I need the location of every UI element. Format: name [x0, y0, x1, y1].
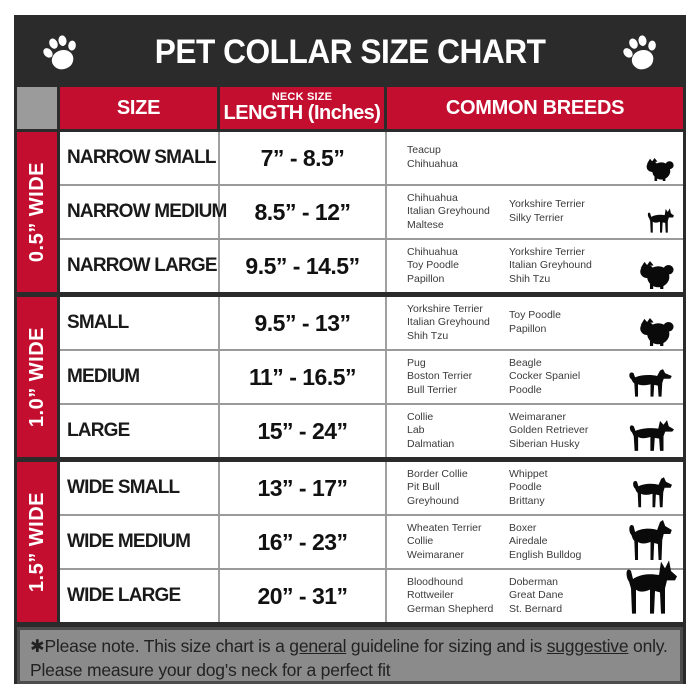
title-bar: PET COLLAR SIZE CHART	[17, 18, 683, 87]
length-cell: 9.5” - 14.5”	[220, 240, 387, 292]
size-chart: PET COLLAR SIZE CHART SIZE NECK SIZE LEN…	[14, 15, 686, 684]
size-cell: NARROW SMALL	[60, 132, 220, 184]
header-size: SIZE	[60, 87, 217, 129]
table-row: WIDE LARGE 20” - 31” Bloodhound Rottweil…	[60, 568, 683, 622]
table-row: LARGE 15” - 24” Collie Lab Dalmatian Wei…	[60, 403, 683, 457]
length-cell: 8.5” - 12”	[220, 186, 387, 238]
breeds-column-2: Yorkshire Terrier Silky Terrier	[509, 198, 585, 224]
breeds-column-1: Border Collie Pit Bull Greyhound	[407, 467, 468, 507]
width-group-05: 0.5” WIDE NARROW SMALL 7” - 8.5” Teacup …	[17, 132, 683, 292]
length-cell: 16” - 23”	[220, 516, 387, 568]
dog-icon	[637, 318, 674, 346]
size-cell: NARROW LARGE	[60, 240, 220, 292]
length-cell: 11” - 16.5”	[220, 351, 387, 403]
breeds-column-1: Bloodhound Rottweiler German Shepherd	[407, 575, 494, 615]
footer-underline-suggestive: suggestive	[546, 636, 629, 656]
breeds-column-1: Yorkshire Terrier Italian Greyhound Shih…	[407, 302, 490, 342]
breeds-cell: Chihuahua Italian Greyhound Maltese York…	[387, 186, 683, 238]
dog-icon	[637, 261, 674, 289]
length-cell: 9.5” - 13”	[220, 297, 387, 349]
header-length: NECK SIZE LENGTH (Inches)	[220, 87, 384, 129]
table-row: WIDE MEDIUM 16” - 23” Wheaten Terrier Co…	[60, 514, 683, 568]
dog-icon	[625, 417, 674, 454]
footer-note-suffix: only.	[628, 636, 668, 656]
breeds-column-1: Wheaten Terrier Collie Weimaraner	[407, 521, 482, 561]
breeds-column-2: Yorkshire Terrier Italian Greyhound Shih…	[509, 245, 592, 285]
breeds-column-1: Teacup Chihuahua	[407, 144, 458, 170]
page-title: PET COLLAR SIZE CHART	[154, 33, 546, 71]
breeds-column-1: Chihuahua Toy Poodle Papillon	[407, 245, 459, 285]
table-row: NARROW LARGE 9.5” - 14.5” Chihuahua Toy …	[60, 238, 683, 292]
breeds-column-1: Collie Lab Dalmatian	[407, 410, 455, 450]
width-label-bar: 1.5” WIDE	[17, 462, 57, 622]
size-cell: MEDIUM	[60, 351, 220, 403]
size-cell: WIDE LARGE	[60, 570, 220, 622]
table-row: MEDIUM 11” - 16.5” Pug Boston Terrier Bu…	[60, 349, 683, 403]
size-cell: LARGE	[60, 405, 220, 457]
breeds-cell: Pug Boston Terrier Bull Terrier Beagle C…	[387, 351, 683, 403]
breeds-column-2: Toy Poodle Papillon	[509, 309, 561, 335]
breeds-column-1: Pug Boston Terrier Bull Terrier	[407, 356, 473, 396]
breeds-column-2: Doberman Great Dane St. Bernard	[509, 575, 564, 615]
length-cell: 13” - 17”	[220, 462, 387, 514]
footer-underline-general: general	[289, 636, 347, 656]
footer-note: ✱Please note. This size chart is a gener…	[17, 627, 683, 684]
breeds-cell: Bloodhound Rottweiler German Shepherd Do…	[387, 570, 683, 622]
width-label-bar: 1.0” WIDE	[17, 297, 57, 457]
width-group-15: 1.5” WIDE WIDE SMALL 13” - 17” Border Co…	[17, 462, 683, 622]
dog-icon	[621, 555, 677, 619]
header-common-breeds: COMMON BREEDS	[387, 87, 683, 129]
breeds-cell: Teacup Chihuahua	[387, 132, 683, 184]
footer-note-line2: Please measure your dog's neck for a per…	[30, 659, 391, 680]
length-cell: 15” - 24”	[220, 405, 387, 457]
footer-note-prefix: ✱Please note. This size chart is a	[30, 636, 290, 656]
dog-icon	[627, 367, 674, 400]
breeds-column-1: Chihuahua Italian Greyhound Maltese	[407, 191, 490, 231]
length-cell: 20” - 31”	[220, 570, 387, 622]
table-row: WIDE SMALL 13” - 17” Border Collie Pit B…	[60, 462, 683, 514]
width-label: 1.5” WIDE	[25, 491, 48, 593]
breeds-cell: Wheaten Terrier Collie Weimaraner Boxer …	[387, 516, 683, 568]
dog-icon	[645, 206, 674, 235]
width-group-10: 1.0” WIDE SMALL 9.5” - 13” Yorkshire Ter…	[17, 297, 683, 457]
header-corner-cell	[17, 87, 57, 129]
length-cell: 7” - 8.5”	[220, 132, 387, 184]
paw-icon	[616, 29, 664, 77]
breeds-cell: Collie Lab Dalmatian Weimaraner Golden R…	[387, 405, 683, 457]
dog-icon	[644, 158, 674, 181]
table-row: NARROW SMALL 7” - 8.5” Teacup Chihuahua	[60, 132, 683, 184]
header-length-label: LENGTH (Inches)	[223, 102, 381, 125]
width-label-bar: 0.5” WIDE	[17, 132, 57, 292]
table-header: SIZE NECK SIZE LENGTH (Inches) COMMON BR…	[17, 87, 683, 129]
header-neck-size-label: NECK SIZE	[271, 90, 333, 103]
size-cell: WIDE MEDIUM	[60, 516, 220, 568]
breeds-column-2: Beagle Cocker Spaniel Poodle	[509, 356, 581, 396]
footer-note-middle: guideline for sizing and is	[346, 636, 547, 656]
breeds-column-2: Weimaraner Golden Retriever Siberian Hus…	[509, 410, 589, 450]
breeds-column-2: Boxer Airedale English Bulldog	[509, 521, 582, 561]
breeds-cell: Chihuahua Toy Poodle Papillon Yorkshire …	[387, 240, 683, 292]
size-cell: WIDE SMALL	[60, 462, 220, 514]
width-label: 0.5” WIDE	[25, 161, 48, 263]
width-label: 1.0” WIDE	[25, 326, 48, 428]
breeds-cell: Yorkshire Terrier Italian Greyhound Shih…	[387, 297, 683, 349]
paw-icon	[36, 29, 84, 77]
table-row: SMALL 9.5” - 13” Yorkshire Terrier Itali…	[60, 297, 683, 349]
table-row: NARROW MEDIUM 8.5” - 12” Chihuahua Itali…	[60, 184, 683, 238]
size-cell: NARROW MEDIUM	[60, 186, 227, 238]
breeds-cell: Border Collie Pit Bull Greyhound Whippet…	[387, 462, 683, 514]
dog-icon	[631, 475, 674, 511]
size-cell: SMALL	[60, 297, 220, 349]
breeds-column-2: Whippet Poodle Brittany	[509, 467, 548, 507]
